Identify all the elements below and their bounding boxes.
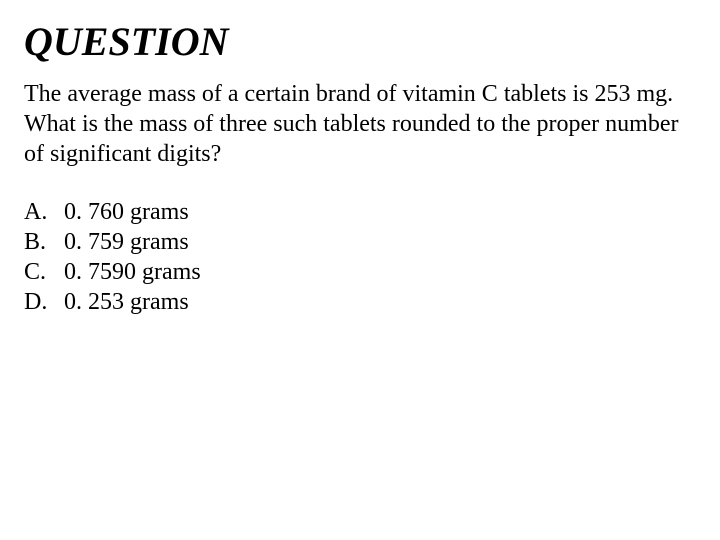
option-letter: D. [24, 287, 64, 317]
option-c: C. 0. 7590 grams [24, 257, 696, 287]
option-text: 0. 759 grams [64, 227, 189, 257]
question-prompt: The average mass of a certain brand of v… [24, 79, 696, 169]
option-text: 0. 760 grams [64, 197, 189, 227]
option-d: D. 0. 253 grams [24, 287, 696, 317]
option-letter: C. [24, 257, 64, 287]
option-text: 0. 253 grams [64, 287, 189, 317]
option-a: A. 0. 760 grams [24, 197, 696, 227]
options-list: A. 0. 760 grams B. 0. 759 grams C. 0. 75… [24, 197, 696, 317]
question-heading: QUESTION [24, 18, 696, 65]
option-letter: A. [24, 197, 64, 227]
option-text: 0. 7590 grams [64, 257, 201, 287]
option-letter: B. [24, 227, 64, 257]
option-b: B. 0. 759 grams [24, 227, 696, 257]
